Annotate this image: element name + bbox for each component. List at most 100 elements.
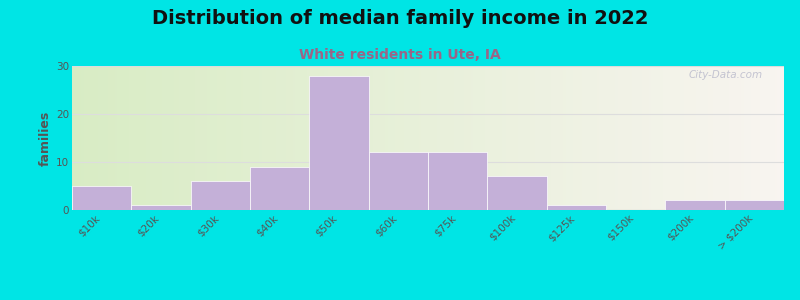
Bar [86,66,89,210]
Bar [369,66,371,210]
Bar [79,66,82,210]
Bar [312,66,314,210]
Bar [765,66,767,210]
Bar [252,66,254,210]
Bar [319,66,322,210]
Bar [516,66,518,210]
Bar [613,66,615,210]
Bar [530,66,533,210]
Bar [666,66,668,210]
Bar [509,66,511,210]
Bar [390,66,392,210]
Bar [737,66,739,210]
Bar [544,66,546,210]
Bar [155,66,158,210]
Bar [426,66,428,210]
Bar [146,66,148,210]
Bar [226,66,229,210]
Bar [485,66,487,210]
Bar [470,66,473,210]
Bar [364,66,366,210]
Bar [259,66,262,210]
Bar [506,66,509,210]
Bar [138,66,141,210]
Bar [573,66,575,210]
Bar [632,66,634,210]
Bar [459,66,462,210]
Bar [236,66,238,210]
Bar [725,200,784,210]
Bar [177,66,179,210]
Bar [77,66,79,210]
Bar [618,66,620,210]
Bar [475,66,478,210]
Bar [257,66,259,210]
Bar [758,66,760,210]
Bar [314,66,317,210]
Bar [487,66,490,210]
Bar [568,66,570,210]
Bar [468,66,470,210]
Bar [661,66,663,210]
Bar [222,66,224,210]
Bar [150,66,153,210]
Bar [715,66,718,210]
Bar [134,66,136,210]
Bar [490,66,492,210]
Bar [630,66,632,210]
Bar [342,66,345,210]
Bar [350,66,352,210]
Bar [677,66,679,210]
Bar [746,66,749,210]
Bar [101,66,103,210]
Bar [762,66,765,210]
Bar [428,66,430,210]
Bar [224,66,226,210]
Bar [546,205,606,210]
Bar [107,66,110,210]
Bar [782,66,784,210]
Bar [406,66,409,210]
Bar [369,152,428,210]
Bar [94,66,96,210]
Bar [755,66,758,210]
Bar [186,66,188,210]
Bar [610,66,613,210]
Bar [722,66,725,210]
Bar [190,66,193,210]
Bar [433,66,435,210]
Bar [376,66,378,210]
Bar [74,66,77,210]
Bar [602,66,604,210]
Bar [457,66,459,210]
Bar [710,66,713,210]
Bar [250,66,252,210]
Bar [290,66,293,210]
Text: City-Data.com: City-Data.com [689,70,762,80]
Bar [604,66,606,210]
Bar [556,66,558,210]
Bar [126,66,129,210]
Bar [119,66,122,210]
Bar [386,66,388,210]
Bar [310,66,312,210]
Bar [691,66,694,210]
Bar [511,66,514,210]
Bar [606,66,608,210]
Bar [466,66,468,210]
Bar [305,66,307,210]
Bar [374,66,376,210]
Bar [587,66,590,210]
Bar [188,66,190,210]
Bar [492,66,494,210]
Bar [644,66,646,210]
Bar [526,66,528,210]
Bar [646,66,649,210]
Bar [246,66,248,210]
Bar [772,66,774,210]
Bar [590,66,592,210]
Bar [497,66,499,210]
Bar [760,66,762,210]
Bar [248,66,250,210]
Bar [656,66,658,210]
